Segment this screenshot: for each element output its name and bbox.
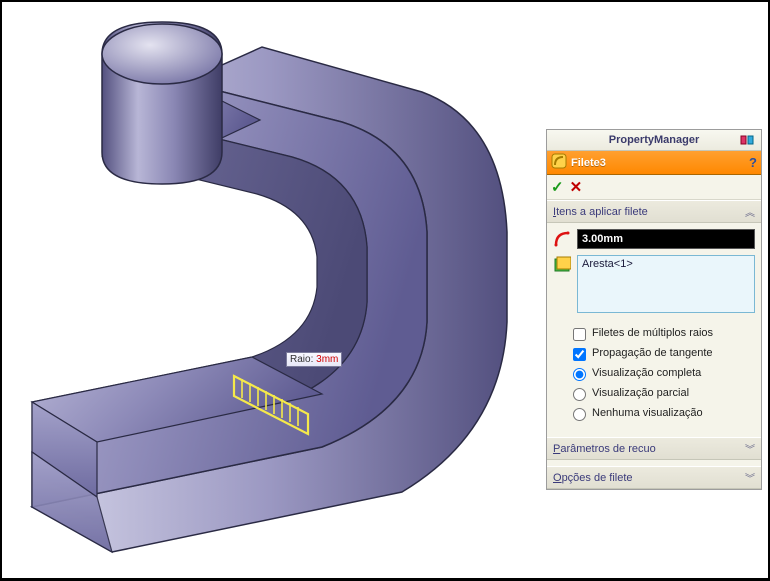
model-viewport[interactable]: Raio: 3mm [2,2,547,578]
radius-input[interactable] [577,229,755,249]
ok-button[interactable]: ✓ [551,178,564,196]
cancel-button[interactable]: ✕ [570,178,583,196]
chevron-down-icon: ︾ [745,441,755,456]
feature-header: Filete3 ? [547,151,761,175]
pm-title: PropertyManager [569,134,739,146]
chevron-up-icon: ︽ [745,204,755,219]
fillet-icon [551,153,567,172]
section-items-body: Aresta<1> [547,223,761,321]
section-setback-header[interactable]: Parâmetros de recuo ︾ [547,437,761,460]
callout-label: Raio: [290,354,313,365]
fillet-options: Filetes de múltiplos raios Propagação de… [547,321,761,437]
section-items-header[interactable]: Itens a aplicar filete ︽ [547,200,761,223]
preview-none-radio[interactable]: Nenhuma visualização [573,407,755,421]
radius-callout[interactable]: Raio: 3mm [286,352,342,367]
help-icon[interactable]: ? [749,155,757,170]
tangent-propagation-checkbox[interactable]: Propagação de tangente [573,347,755,361]
section-options-header[interactable]: Opções de filete ︾ [547,466,761,489]
callout-value[interactable]: 3mm [316,354,338,365]
selection-icon [553,255,571,273]
feature-name: Filete3 [571,157,606,169]
action-row: ✓ ✕ [547,175,761,200]
preview-partial-radio[interactable]: Visualização parcial [573,387,755,401]
preview-full-radio[interactable]: Visualização completa [573,367,755,381]
property-manager-panel: PropertyManager Filete3 ? ✓ ✕ Itens a ap… [546,129,762,490]
pin-icon[interactable] [739,133,755,147]
pm-header: PropertyManager [547,130,761,151]
multi-radius-checkbox[interactable]: Filetes de múltiplos raios [573,327,755,341]
selection-item[interactable]: Aresta<1> [582,258,750,270]
radius-icon [553,230,571,248]
selection-listbox[interactable]: Aresta<1> [577,255,755,313]
chevron-down-icon: ︾ [745,470,755,485]
